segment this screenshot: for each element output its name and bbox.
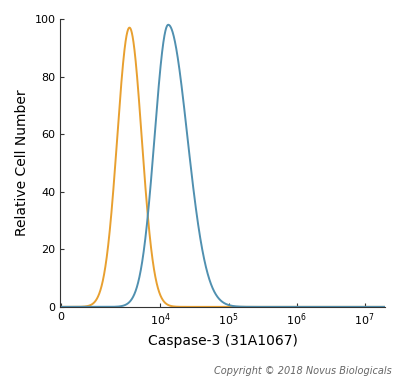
Text: Copyright © 2018 Novus Biologicals: Copyright © 2018 Novus Biologicals bbox=[214, 366, 392, 376]
X-axis label: Caspase-3 (31A1067): Caspase-3 (31A1067) bbox=[148, 334, 298, 348]
Y-axis label: Relative Cell Number: Relative Cell Number bbox=[15, 90, 29, 236]
